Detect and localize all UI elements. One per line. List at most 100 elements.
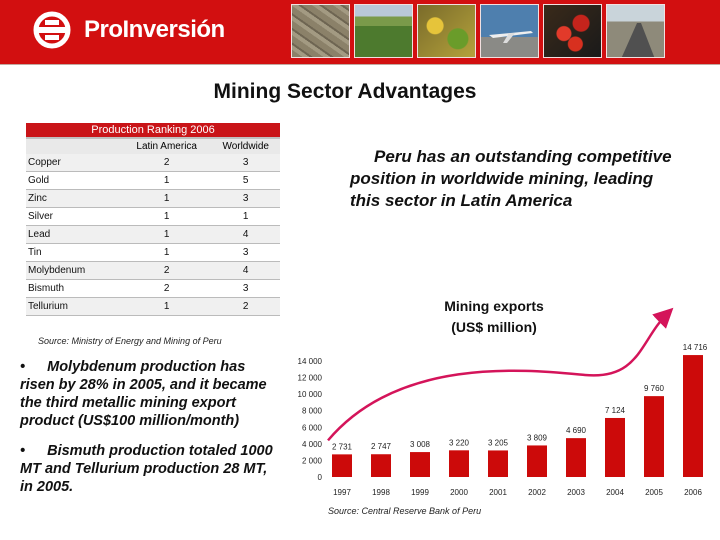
y-tick-label: 4 000 [302, 440, 323, 449]
latin-america-rank: 1 [122, 243, 212, 262]
column-header-metal [26, 138, 122, 154]
latin-america-rank: 1 [122, 171, 212, 190]
bar [605, 417, 625, 477]
metal-name: Tin [26, 243, 122, 262]
x-tick-label: 1998 [372, 488, 390, 497]
bullet-bismuth: • Bismuth production totaled 1000 MT and… [20, 442, 282, 496]
y-axis-ticks: 0 2 000 4 000 6 000 8 000 10 000 12 000 14 000 [298, 357, 323, 482]
crop-field-photo [354, 4, 413, 58]
y-tick-label: 10 000 [298, 390, 323, 399]
bullet-text-molybdenum: Molybdenum production has risen by 28% i… [20, 359, 267, 429]
bar-value-label: 14 716 [683, 343, 708, 352]
worldwide-rank: 4 [211, 261, 280, 280]
produce-photo [417, 4, 476, 58]
metal-name: Molybdenum [26, 261, 122, 280]
highway-photo [606, 4, 665, 58]
seeds-photo [543, 4, 602, 58]
x-tick-label: 2003 [567, 488, 585, 497]
table-row: Zinc 1 3 [26, 189, 280, 208]
production-ranking-table: Production Ranking 2006 Latin America Wo… [26, 123, 280, 316]
chart-title-line-2: (US$ million) [451, 319, 537, 335]
bar [644, 396, 664, 477]
bullet-icon: • [20, 359, 26, 375]
x-tick-label: 2000 [450, 488, 468, 497]
latin-america-rank: 2 [122, 279, 212, 298]
metal-name: Tellurium [26, 297, 122, 316]
table-title: Production Ranking 2006 [26, 123, 280, 139]
column-header-worldwide: Worldwide [211, 138, 280, 154]
x-tick-label: 2005 [645, 488, 663, 497]
metal-name: Lead [26, 225, 122, 244]
table-source-note: Source: Ministry of Energy and Mining of… [38, 336, 222, 346]
stone-wall-photo [291, 4, 350, 58]
latin-america-rank: 2 [122, 154, 212, 172]
worldwide-rank: 1 [211, 207, 280, 226]
x-tick-label: 2002 [528, 488, 546, 497]
worldwide-rank: 3 [211, 189, 280, 208]
proinversion-logo-icon [33, 11, 71, 49]
worldwide-rank: 3 [211, 243, 280, 262]
bar-series: 2 731 1997 2 747 1998 3 008 1999 3 220 2000 3 20… [332, 343, 708, 497]
table-row: Molybdenum 2 4 [26, 261, 280, 280]
bar-value-label: 9 760 [644, 384, 665, 393]
latin-america-rank: 2 [122, 261, 212, 280]
column-header-latin-america: Latin America [122, 138, 212, 154]
worldwide-rank: 3 [211, 154, 280, 172]
table-row: Silver 1 1 [26, 207, 280, 226]
y-tick-label: 0 [318, 473, 323, 482]
airplane-photo [480, 4, 539, 58]
latin-america-rank: 1 [122, 189, 212, 208]
table-row: Copper 2 3 [26, 154, 280, 172]
y-tick-label: 6 000 [302, 423, 323, 432]
y-tick-label: 12 000 [298, 374, 323, 383]
airplane-icon [489, 31, 533, 43]
bar-value-label: 2 747 [371, 442, 392, 451]
bar [410, 452, 430, 477]
header-divider [0, 64, 720, 65]
table-row: Tin 1 3 [26, 243, 280, 262]
y-tick-label: 2 000 [302, 456, 323, 465]
metal-name: Silver [26, 207, 122, 226]
bar [683, 355, 703, 477]
bar [332, 454, 352, 477]
latin-america-rank: 1 [122, 207, 212, 226]
trend-arrow [327, 307, 674, 442]
bar [449, 450, 469, 477]
x-tick-label: 1999 [411, 488, 429, 497]
y-tick-label: 8 000 [302, 407, 323, 416]
bar [527, 445, 547, 477]
bullet-text-bismuth: Bismuth production totaled 1000 MT and T… [20, 443, 273, 495]
x-tick-label: 2006 [684, 488, 702, 497]
header-bar: ProInversión [0, 0, 720, 64]
y-tick-label: 14 000 [298, 357, 323, 366]
road-icon [621, 23, 655, 57]
bar-value-label: 4 690 [566, 426, 587, 435]
table-row: Tellurium 1 2 [26, 297, 280, 316]
bar [371, 454, 391, 477]
table-row: Gold 1 5 [26, 171, 280, 190]
worldwide-rank: 2 [211, 297, 280, 316]
peru-position-statement: Peru has an outstanding competitive posi… [350, 147, 672, 210]
bullet-icon: • [20, 443, 26, 459]
bar-value-label: 2 731 [332, 442, 353, 451]
bar-value-label: 7 124 [605, 406, 626, 415]
x-tick-label: 2004 [606, 488, 624, 497]
bar-value-label: 3 220 [449, 438, 470, 447]
bar [488, 450, 508, 477]
latin-america-rank: 1 [122, 297, 212, 316]
worldwide-rank: 4 [211, 225, 280, 244]
metal-name: Bismuth [26, 279, 122, 298]
chart-title: Mining exports (US$ million) [414, 296, 574, 338]
bar-value-label: 3 205 [488, 438, 509, 447]
worldwide-rank: 5 [211, 171, 280, 190]
metal-name: Zinc [26, 189, 122, 208]
chart-title-line-1: Mining exports [444, 298, 544, 314]
table-row: Bismuth 2 3 [26, 279, 280, 298]
metal-name: Copper [26, 154, 122, 172]
x-tick-label: 1997 [333, 488, 351, 497]
metal-name: Gold [26, 171, 122, 190]
bar-value-label: 3 809 [527, 433, 548, 442]
chart-source-note: Source: Central Reserve Bank of Peru [328, 506, 482, 516]
table-row: Lead 1 4 [26, 225, 280, 244]
